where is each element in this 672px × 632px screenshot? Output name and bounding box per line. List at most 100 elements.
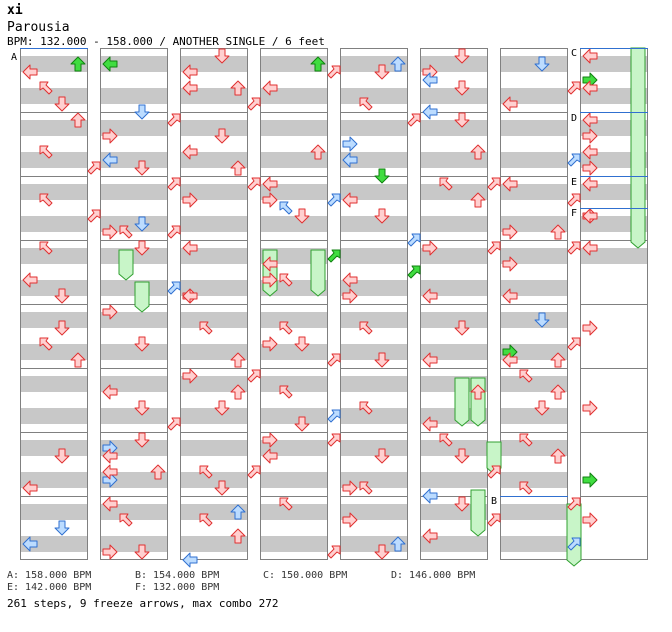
beat-stripe xyxy=(500,184,568,200)
beat-stripe xyxy=(20,472,88,488)
step-arrow xyxy=(422,352,438,368)
step-arrow xyxy=(487,465,501,479)
step-arrow xyxy=(134,544,150,560)
step-arrow xyxy=(327,409,341,423)
beat-stripe xyxy=(420,184,488,200)
beat-stripe xyxy=(260,504,328,520)
step-arrow xyxy=(390,536,406,552)
step-arrow xyxy=(39,337,53,351)
step-arrow xyxy=(167,177,181,191)
step-arrow xyxy=(407,233,421,247)
beat-stripe xyxy=(180,440,248,456)
step-arrow xyxy=(550,384,566,400)
beat-stripe xyxy=(180,152,248,168)
step-arrow xyxy=(454,320,470,336)
beat-stripe xyxy=(20,184,88,200)
step-arrow xyxy=(134,240,150,256)
step-arrow xyxy=(470,384,486,400)
beat-stripe xyxy=(340,408,408,424)
step-arrow xyxy=(214,480,230,496)
beat-stripe xyxy=(500,56,568,72)
beat-stripe xyxy=(340,248,408,264)
step-arrow xyxy=(262,192,278,208)
step-arrow xyxy=(439,433,453,447)
step-arrow xyxy=(582,472,598,488)
beat-stripe xyxy=(180,56,248,72)
step-arrow xyxy=(342,136,358,152)
beat-stripe xyxy=(260,312,328,328)
step-arrow xyxy=(327,65,341,79)
step-arrow xyxy=(502,352,518,368)
beat-stripe xyxy=(420,216,488,232)
step-arrow xyxy=(119,225,133,239)
step-arrow xyxy=(407,265,421,279)
step-arrow xyxy=(374,208,390,224)
step-arrow xyxy=(422,240,438,256)
step-arrow xyxy=(310,144,326,160)
beat-stripe xyxy=(340,344,408,360)
freeze-arrow xyxy=(630,47,646,249)
step-arrow xyxy=(582,80,598,96)
step-arrow xyxy=(582,128,598,144)
step-arrow xyxy=(230,352,246,368)
beat-stripe xyxy=(500,472,568,488)
step-arrow xyxy=(54,320,70,336)
step-arrow xyxy=(294,208,310,224)
step-arrow xyxy=(454,80,470,96)
beat-stripe xyxy=(420,120,488,136)
bpm-marker-label: A xyxy=(11,52,17,63)
step-arrow xyxy=(54,448,70,464)
step-arrow xyxy=(39,145,53,159)
step-arrow xyxy=(487,241,501,255)
beat-stripe xyxy=(180,88,248,104)
step-arrow xyxy=(262,336,278,352)
beat-stripe xyxy=(420,312,488,328)
step-arrow xyxy=(327,353,341,367)
step-arrow xyxy=(327,193,341,207)
step-arrow xyxy=(502,224,518,240)
step-arrow xyxy=(294,336,310,352)
step-arrow xyxy=(582,400,598,416)
beat-stripe xyxy=(180,248,248,264)
step-arrow xyxy=(22,480,38,496)
step-arrow xyxy=(39,81,53,95)
step-arrow xyxy=(310,56,326,72)
beat-stripe xyxy=(500,440,568,456)
step-arrow xyxy=(582,176,598,192)
step-arrow xyxy=(454,448,470,464)
step-arrow xyxy=(567,153,581,167)
step-arrow xyxy=(502,288,518,304)
step-arrow xyxy=(134,336,150,352)
step-arrow xyxy=(567,337,581,351)
step-arrow xyxy=(199,513,213,527)
chart-info: BPM: 132.000 - 158.000 / ANOTHER SINGLE … xyxy=(7,35,325,48)
bpm-marker-label: C xyxy=(571,48,577,59)
step-arrow xyxy=(567,497,581,511)
step-arrow xyxy=(342,512,358,528)
beat-stripe xyxy=(420,88,488,104)
step-arrow xyxy=(582,320,598,336)
step-arrow xyxy=(70,352,86,368)
beat-stripe xyxy=(20,88,88,104)
beat-stripe xyxy=(20,152,88,168)
step-arrow xyxy=(582,112,598,128)
step-arrow xyxy=(279,321,293,335)
step-arrow xyxy=(102,464,118,480)
beat-stripe xyxy=(340,536,408,552)
step-arrow xyxy=(54,96,70,112)
legend-bpm-b: B: 154.000 BPM xyxy=(135,570,220,581)
step-stats: 261 steps, 9 freeze arrows, max combo 27… xyxy=(7,597,279,610)
step-arrow xyxy=(519,369,533,383)
step-arrow xyxy=(582,144,598,160)
step-arrow xyxy=(422,72,438,88)
step-arrow xyxy=(422,528,438,544)
legend-bpm-f: F: 132.000 BPM xyxy=(135,582,220,593)
step-arrow xyxy=(70,56,86,72)
step-arrow xyxy=(422,416,438,432)
beat-stripe xyxy=(260,440,328,456)
step-arrow xyxy=(262,176,278,192)
step-arrow xyxy=(294,416,310,432)
beat-stripe xyxy=(340,440,408,456)
step-arrow xyxy=(550,448,566,464)
